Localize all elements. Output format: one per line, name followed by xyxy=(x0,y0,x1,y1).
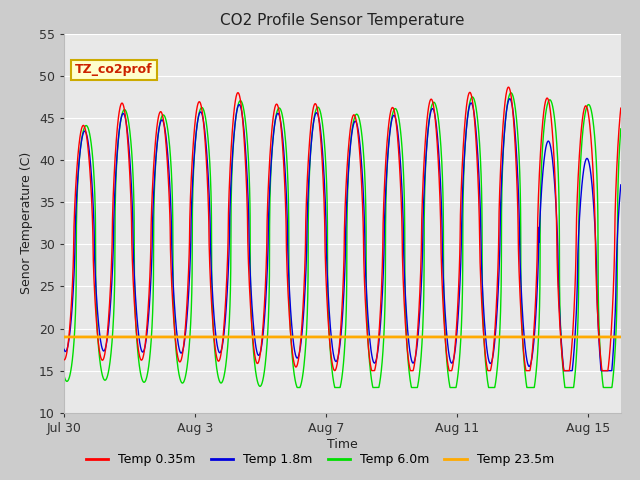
Y-axis label: Senor Temperature (C): Senor Temperature (C) xyxy=(20,152,33,294)
Text: TZ_co2prof: TZ_co2prof xyxy=(75,63,153,76)
Legend: Temp 0.35m, Temp 1.8m, Temp 6.0m, Temp 23.5m: Temp 0.35m, Temp 1.8m, Temp 6.0m, Temp 2… xyxy=(81,448,559,471)
Title: CO2 Profile Sensor Temperature: CO2 Profile Sensor Temperature xyxy=(220,13,465,28)
X-axis label: Time: Time xyxy=(327,438,358,451)
